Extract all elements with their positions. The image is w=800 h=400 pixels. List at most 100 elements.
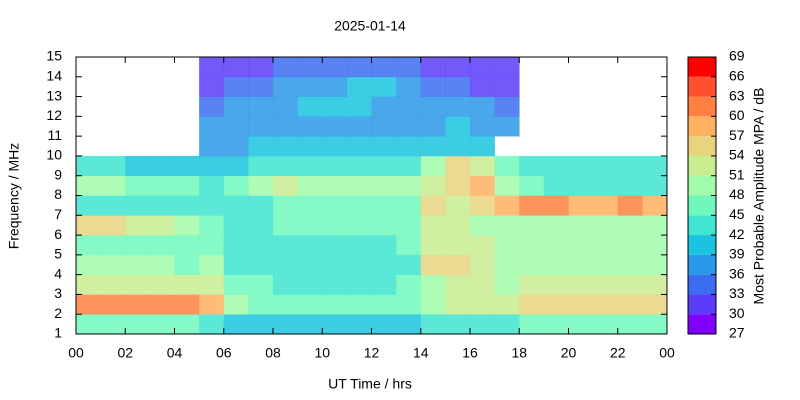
heatmap-cell bbox=[273, 274, 298, 295]
heatmap-cell bbox=[346, 294, 372, 315]
heatmap-cell bbox=[346, 175, 372, 196]
heatmap-cell bbox=[273, 235, 298, 256]
heatmap-cell bbox=[494, 195, 520, 216]
heatmap-cell bbox=[223, 136, 249, 157]
x-tick-label: 16 bbox=[462, 345, 478, 361]
heatmap-cell bbox=[297, 195, 323, 216]
heatmap-cell bbox=[322, 136, 348, 157]
heatmap-cell bbox=[346, 254, 372, 275]
heatmap-cell bbox=[593, 215, 619, 236]
colorbar-tick-label: 36 bbox=[729, 265, 745, 281]
heatmap-cell bbox=[470, 96, 495, 117]
heatmap-cell bbox=[149, 235, 175, 256]
heatmap-cell bbox=[100, 254, 126, 275]
heatmap-cell bbox=[125, 155, 151, 177]
colorbar-tick-label: 27 bbox=[729, 325, 745, 341]
y-tick-label: 12 bbox=[46, 107, 62, 123]
heatmap-cell bbox=[396, 254, 422, 275]
heatmap-cell bbox=[494, 254, 520, 275]
heatmap-cell bbox=[297, 155, 323, 177]
x-tick-label: 20 bbox=[561, 345, 577, 361]
heatmap-cell bbox=[420, 116, 446, 137]
heatmap-cell bbox=[149, 294, 175, 315]
heatmap-cell bbox=[642, 215, 668, 236]
colorbar-segment bbox=[688, 96, 716, 117]
heatmap-cell bbox=[617, 235, 643, 256]
heatmap-cell bbox=[543, 175, 569, 196]
heatmap-cell bbox=[371, 116, 397, 137]
heatmap-cell bbox=[445, 136, 471, 157]
heatmap-cell bbox=[371, 314, 397, 335]
y-tick-label: 14 bbox=[46, 67, 62, 83]
heatmap-cell bbox=[371, 57, 397, 78]
heatmap-cell bbox=[396, 96, 422, 117]
heatmap-cell bbox=[470, 76, 495, 97]
heatmap-cell bbox=[543, 215, 569, 236]
x-tick-label: 06 bbox=[216, 345, 232, 361]
y-tick-label: 15 bbox=[46, 48, 62, 64]
heatmap-cell bbox=[568, 155, 594, 177]
heatmap-cell bbox=[174, 274, 200, 295]
heatmap-cell bbox=[371, 96, 397, 117]
heatmap-cell bbox=[100, 175, 126, 196]
heatmap-cell bbox=[420, 155, 446, 177]
heatmap-cell bbox=[199, 195, 225, 216]
y-tick-label: 7 bbox=[54, 206, 62, 222]
heatmap-cell bbox=[470, 314, 495, 335]
heatmap-cell bbox=[568, 175, 594, 196]
heatmap-cell bbox=[199, 254, 225, 275]
heatmap-cell bbox=[346, 57, 372, 78]
heatmap-cell bbox=[420, 195, 446, 216]
heatmap-cell bbox=[346, 314, 372, 335]
colorbar-tick-label: 60 bbox=[729, 107, 745, 123]
colorbar-tick-label: 54 bbox=[729, 147, 745, 163]
heatmap-cell bbox=[617, 314, 643, 335]
heatmap-cell bbox=[322, 175, 348, 196]
heatmap-cell bbox=[470, 254, 495, 275]
heatmap-cell bbox=[396, 314, 422, 335]
heatmap-cell bbox=[420, 215, 446, 236]
heatmap-cell bbox=[223, 57, 249, 78]
heatmap-cell bbox=[494, 294, 520, 315]
heatmap-cell bbox=[273, 195, 298, 216]
heatmap-cell bbox=[223, 215, 249, 236]
heatmap-cell bbox=[199, 314, 225, 335]
heatmap-cell bbox=[494, 116, 520, 137]
heatmap-cell bbox=[322, 57, 348, 78]
heatmap-cell bbox=[420, 314, 446, 335]
heatmap-cell bbox=[396, 136, 422, 157]
heatmap-cell bbox=[149, 274, 175, 295]
heatmap-cell bbox=[494, 175, 520, 196]
colorbar-tick-label: 69 bbox=[729, 48, 745, 64]
heatmap-cell bbox=[543, 314, 569, 335]
heatmap-cell bbox=[396, 155, 422, 177]
heatmap-cell bbox=[199, 175, 225, 196]
heatmap-cell bbox=[174, 254, 200, 275]
heatmap-cell bbox=[519, 215, 545, 236]
heatmap-cell bbox=[322, 215, 348, 236]
x-tick-label: 18 bbox=[511, 345, 527, 361]
heatmap-cell bbox=[494, 215, 520, 236]
heatmap-cell bbox=[125, 274, 151, 295]
colorbar-segment bbox=[688, 195, 716, 216]
heatmap-cell bbox=[519, 314, 545, 335]
heatmap-cell bbox=[494, 96, 520, 117]
heatmap-cell bbox=[174, 215, 200, 236]
y-tick-label: 8 bbox=[54, 186, 62, 202]
heatmap-cell bbox=[199, 215, 225, 236]
heatmap-cell bbox=[617, 294, 643, 315]
colorbar-segment bbox=[688, 116, 716, 137]
heatmap-cell bbox=[174, 314, 200, 335]
heatmap-cell bbox=[100, 215, 126, 236]
heatmap-cell bbox=[322, 235, 348, 256]
x-tick-label: 00 bbox=[68, 345, 84, 361]
heatmap-cell bbox=[100, 314, 126, 335]
heatmap-cell bbox=[248, 57, 274, 78]
colorbar-segment bbox=[688, 274, 716, 295]
heatmap-cell bbox=[396, 57, 422, 78]
x-tick-label: 22 bbox=[610, 345, 626, 361]
heatmap-cell bbox=[273, 96, 298, 117]
heatmap-cell bbox=[371, 76, 397, 97]
heatmap-cell bbox=[396, 235, 422, 256]
heatmap-cell bbox=[568, 314, 594, 335]
